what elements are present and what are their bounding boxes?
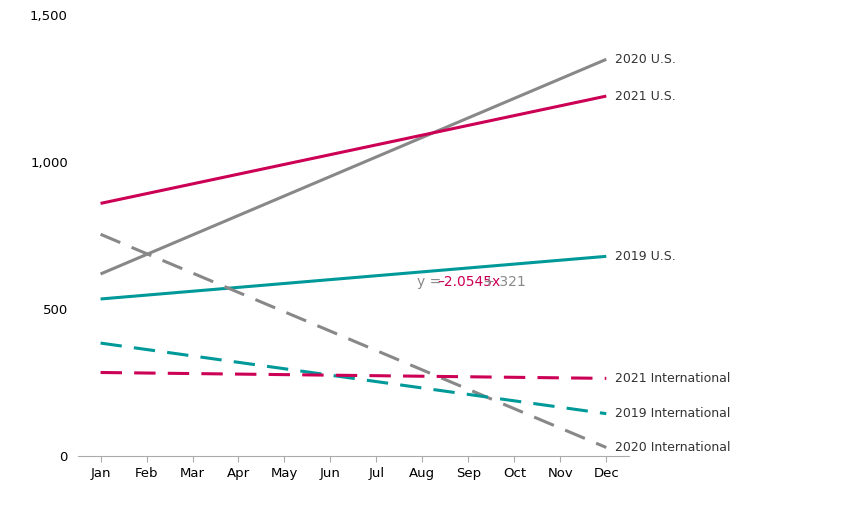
Text: 2021 U.S.: 2021 U.S.	[615, 90, 675, 102]
Text: y =: y =	[417, 275, 445, 289]
Text: 2019 U.S.: 2019 U.S.	[615, 250, 675, 263]
Text: + 321: + 321	[479, 275, 525, 289]
Text: –2.0545x: –2.0545x	[437, 275, 500, 289]
Text: 2021 International: 2021 International	[615, 372, 730, 385]
Text: 2020 U.S.: 2020 U.S.	[615, 53, 676, 66]
Text: 2019 International: 2019 International	[615, 407, 730, 420]
Text: 2020 International: 2020 International	[615, 441, 730, 454]
